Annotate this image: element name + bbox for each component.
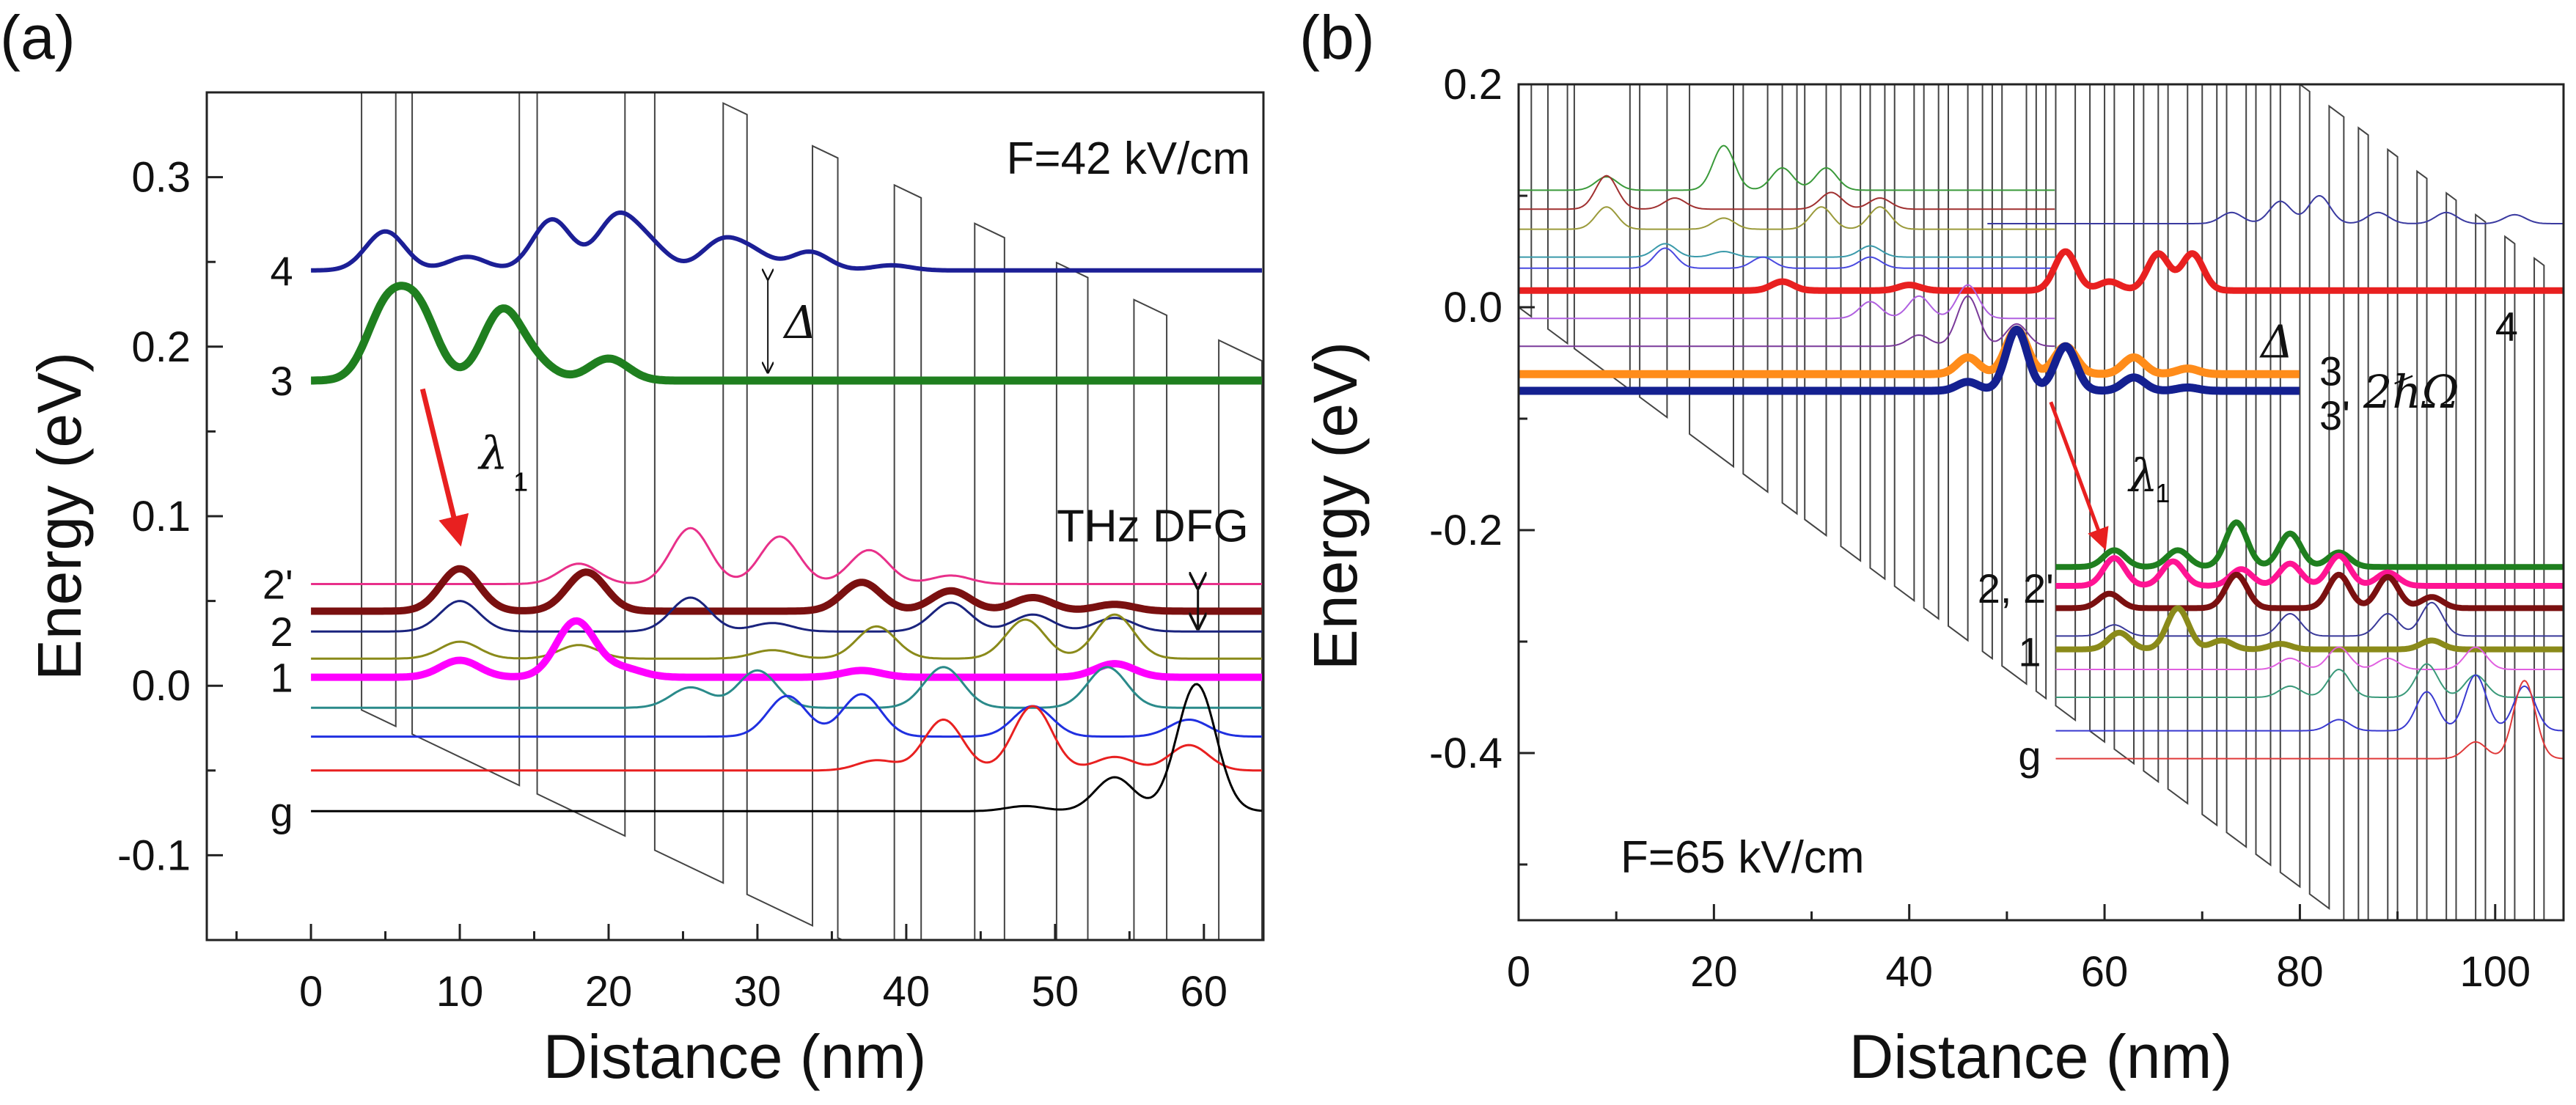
red-transition-arrow <box>419 388 469 547</box>
panel-a: (a) 0 10 20 30 40 50 60 -0.1 0.0 0.1 0.2 0.3 Distan… <box>0 3 1265 1091</box>
panel-a-ytick-label: 0.0 <box>131 662 191 710</box>
panel-b-level-3 <box>1519 325 2302 378</box>
panel-a-ytick-label: -0.1 <box>117 831 191 879</box>
panel-a-level-blue <box>311 693 1262 738</box>
red-transition-arrow <box>2049 401 2109 551</box>
panel-a-level-red <box>311 705 1262 772</box>
panel-a-xtick-label: 60 <box>1181 968 1228 1016</box>
level-label-3: 3 <box>2319 348 2342 394</box>
panel-b-xlabel: Distance (nm) <box>1849 1022 2233 1091</box>
panel-b-level-thin-olive <box>1519 206 2055 230</box>
panel-b-xtick-label: 80 <box>2276 948 2324 996</box>
panel-b-level-thin-purple <box>1519 295 2055 348</box>
thz-dfg-label: THz DFG <box>1057 502 1249 552</box>
panel-b-xtick-label: 0 <box>1507 948 1530 996</box>
delta-label: Δ <box>2259 315 2294 368</box>
level-label-g: g <box>2018 733 2041 779</box>
panel-b-ytick-label: -0.2 <box>1429 507 1502 554</box>
level-label-1: 1 <box>271 655 293 701</box>
panel-b-ticks: 0 20 40 60 80 100 -0.4 -0.2 0.0 0.2 <box>1429 61 2531 996</box>
lambda-subscript: 1 <box>513 466 528 496</box>
panel-b-xtick-label: 100 <box>2459 948 2531 996</box>
panel-b-potential <box>1519 84 2545 920</box>
panel-b-level-thin-violet <box>1519 284 2055 320</box>
lambda-subscript: 1 <box>2155 478 2170 508</box>
panel-a-wavefunctions <box>309 210 1263 812</box>
panel-a-conduction-band <box>361 92 1263 940</box>
panel-b-level-thin-navy <box>2055 601 2563 637</box>
level-label-4: 4 <box>2495 304 2518 350</box>
level-label-2p: 2' <box>263 561 293 607</box>
panel-b-level-darkred <box>2054 571 2564 612</box>
panel-b-label: (b) <box>1299 3 1375 72</box>
lambda-label: λ <box>2127 449 2157 502</box>
panel-b-level-2p-pink <box>2054 553 2564 589</box>
panel-b-ytick-label: 0.2 <box>1443 61 1502 109</box>
two-hbar-omega-label: 2ℏΩ <box>2363 365 2459 419</box>
level-label-2: 2 <box>271 609 293 655</box>
panel-a-ylabel: Energy (eV) <box>25 352 94 680</box>
panel-b-xtick-label: 60 <box>2081 948 2129 996</box>
panel-a-level-2p <box>311 526 1262 585</box>
level-label-2-2p: 2, 2' <box>1978 565 2054 612</box>
panel-b-level-thin-blue <box>1519 247 2055 269</box>
panel-a-ytick-label: 0.2 <box>131 323 191 371</box>
level-label-3p: 3' <box>2319 392 2350 438</box>
panel-a-xtick-label: 0 <box>299 968 323 1016</box>
panel-a-xtick-label: 30 <box>734 968 782 1016</box>
panel-b-level-4 <box>1987 195 2564 224</box>
panel-a-potential <box>361 92 1263 940</box>
panel-b-level-2-green <box>2054 519 2564 570</box>
delta-label: Δ <box>782 295 817 349</box>
level-label-1: 1 <box>2018 628 2041 675</box>
panel-b-ytick-label: -0.4 <box>1429 730 1502 777</box>
panel-b-level-g <box>2055 680 2563 760</box>
panel-b-wavefunctions <box>1519 144 2564 760</box>
panel-b-level-3-red <box>1519 248 2564 294</box>
panel-a-level-1 <box>309 617 1263 681</box>
panel-b-ytick-label: 0.0 <box>1443 284 1502 331</box>
panel-b-level-1 <box>2054 605 2564 653</box>
panel-a-ytick-label: 0.1 <box>131 493 191 540</box>
panel-a-xlabel: Distance (nm) <box>543 1022 927 1091</box>
panel-b-level-thin-darkred <box>1519 175 2055 210</box>
panel-a-xtick-label: 10 <box>436 968 484 1016</box>
panel-a-xtick-label: 40 <box>883 968 931 1016</box>
panel-b-level-thin-magenta <box>2055 646 2563 670</box>
panel-a-level-3 <box>309 282 1263 385</box>
panel-b-level-thin-green <box>1519 144 2055 191</box>
panel-b-level-3p <box>1519 325 2302 395</box>
panel-b-ylabel: Energy (eV) <box>1301 342 1370 670</box>
level-label-g: g <box>271 788 293 834</box>
panel-a-xtick-label: 20 <box>585 968 633 1016</box>
panel-b-level-thin-cyan <box>1519 243 2055 258</box>
panel-b-field-label: F=65 kV/cm <box>1621 832 1865 883</box>
panel-b-frame <box>1517 83 2565 922</box>
panel-b-xtick-label: 20 <box>1690 948 1738 996</box>
panel-a-label: (a) <box>0 3 76 72</box>
panel-a-level-2-thick <box>309 565 1263 615</box>
panel-b: (b) 0 20 40 60 80 100 -0.4 -0.2 0.0 0.2 Distance … <box>1299 3 2565 1091</box>
panel-a-xtick-label: 50 <box>1032 968 1079 1016</box>
panel-b-level-thin-blue2 <box>2055 674 2563 732</box>
level-label-4: 4 <box>271 248 293 294</box>
panel-b-xtick-label: 40 <box>1885 948 1933 996</box>
panel-a-ytick-label: 0.3 <box>131 154 191 202</box>
panel-a-field-label: F=42 kV/cm <box>1007 133 1251 184</box>
lambda-label: λ <box>477 426 507 480</box>
panel-a-level-4 <box>311 210 1262 273</box>
panel-a-ticks: 0 10 20 30 40 50 60 -0.1 0.0 0.1 0.2 0.3 <box>117 154 1228 1016</box>
panel-b-conduction-band <box>1519 84 2545 920</box>
panel-a-level-g <box>311 683 1263 812</box>
level-label-3: 3 <box>271 358 293 404</box>
panel-a-level-olive <box>311 613 1262 660</box>
panel-a-level-teal <box>311 666 1262 709</box>
